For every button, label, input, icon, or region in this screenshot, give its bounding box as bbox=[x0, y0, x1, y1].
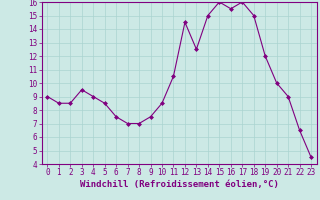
X-axis label: Windchill (Refroidissement éolien,°C): Windchill (Refroidissement éolien,°C) bbox=[80, 180, 279, 189]
